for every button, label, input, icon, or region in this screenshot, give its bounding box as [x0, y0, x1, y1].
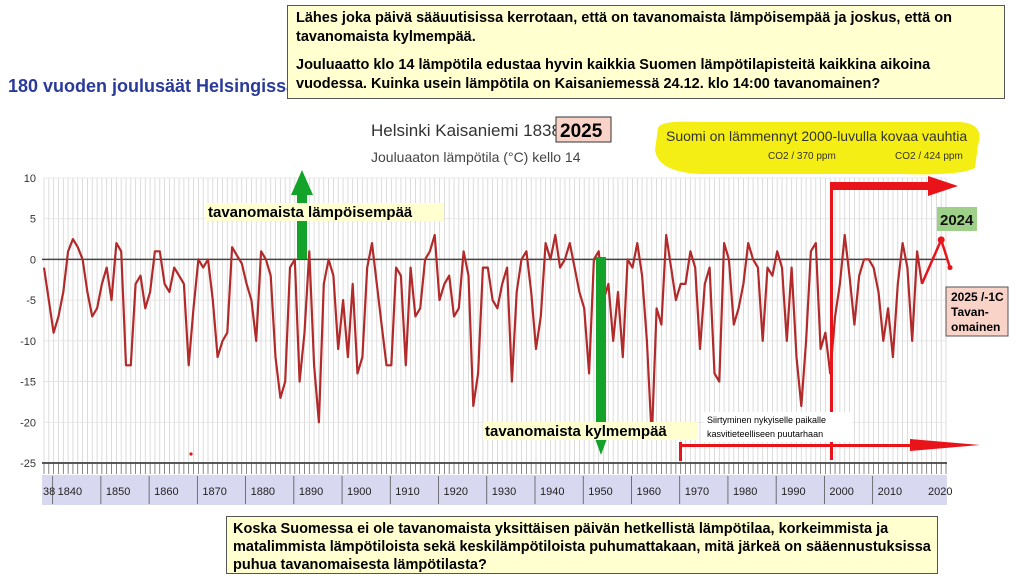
chart-title-prefix: Helsinki Kaisaniemi 1838-	[371, 121, 567, 140]
warm-label: tavanomaista lämpöisempää	[208, 204, 413, 221]
x-tick-label: 1980	[733, 486, 757, 498]
y-tick-label: 5	[30, 214, 36, 226]
x-tick-label: 2000	[829, 486, 853, 498]
x-tick-label: 1940	[540, 486, 564, 498]
year-2024-label: 2024	[940, 212, 974, 229]
chart-subtitle: Jouluaaton lämpötila (°C) kello 14	[371, 149, 581, 165]
x-tick-label-edge-left: 38	[43, 486, 55, 498]
question-text-box: Koska Suomessa ei ole tavanomaista yksit…	[226, 516, 938, 574]
cold-label-bg	[483, 422, 697, 440]
x-tick-label: 1890	[299, 486, 323, 498]
warming-highlight	[655, 121, 980, 175]
y-tick-label: -15	[20, 377, 36, 389]
stray-dot	[189, 452, 193, 456]
x-tick-label: 1920	[444, 486, 468, 498]
warm-arrow	[291, 170, 313, 259]
x-tick-label: 1930	[492, 486, 516, 498]
x-tick-label: 1840	[58, 486, 82, 498]
note-2025-line2: Tavan-	[951, 305, 989, 319]
side-title: 180 vuoden joulusäät Helsingissä	[8, 76, 297, 96]
y-tick-label: -20	[20, 417, 36, 429]
x-tick-label: 2010	[878, 486, 902, 498]
x-tick-label: 1990	[781, 486, 805, 498]
cold-label: tavanomaista kylmempää	[485, 423, 667, 440]
x-axis-band	[42, 475, 947, 505]
warming-red-arrow	[830, 176, 958, 460]
y-tick-label: 0	[30, 254, 36, 266]
point-2024	[937, 236, 945, 244]
y-axis-ticks: 10 5 0 -5 -10 -15 -20 -25	[20, 173, 36, 470]
intro-paragraph-1: Lähes joka päivä sääuutisissa kerrotaan,…	[296, 10, 952, 45]
co2-right-label: CO2 / 424 ppm	[895, 151, 963, 162]
note-2025-line1: 2025 /-1C	[951, 290, 1004, 304]
temperature-series-line	[42, 233, 923, 440]
relocation-label-line1: Siirtyminen nykyiselle paikalle	[707, 415, 826, 425]
x-axis-ticks: 1840 1850 1860 1870 1880 1890 1900 1910 1920 1930…	[43, 463, 952, 504]
relocation-label-bg	[704, 412, 852, 442]
y-tick-label: -25	[20, 458, 36, 470]
warm-label-bg	[206, 203, 444, 221]
note-2025-line3: omainen	[951, 320, 1000, 334]
y-tick-label: 10	[24, 173, 36, 185]
x-tick-label: 1870	[202, 486, 226, 498]
warming-label: Suomi on lämmennyt 2000-luvulla kovaa va…	[666, 128, 967, 144]
x-tick-label: 1880	[251, 486, 275, 498]
x-tick-label: 1850	[106, 486, 130, 498]
chart-title-year: 2025	[560, 121, 603, 142]
x-tick-label: 1860	[154, 486, 178, 498]
title-year-box	[555, 116, 612, 143]
x-tick-label: 1960	[636, 486, 660, 498]
question-text: Koska Suomessa ei ole tavanomaista yksit…	[233, 521, 931, 573]
relocation-label-line2: kasvitieteelliseen puutarhaan	[707, 429, 823, 439]
point-2025	[947, 265, 953, 271]
x-tick-label: 1970	[685, 486, 709, 498]
intro-paragraph-2: Jouluaatto klo 14 lämpötila edustaa hyvi…	[296, 57, 931, 92]
relocation-red-arrow	[679, 439, 980, 461]
intro-text-box: Lähes joka päivä sääuutisissa kerrotaan,…	[287, 5, 1005, 99]
y-tick-label: -10	[20, 336, 36, 348]
x-tick-label: 1910	[395, 486, 419, 498]
co2-left-label: CO2 / 370 ppm	[768, 151, 836, 162]
x-tick-label: 1900	[347, 486, 371, 498]
x-tick-label: 1950	[588, 486, 612, 498]
note-2025-box	[945, 286, 1009, 337]
x-tick-label-edge-right: 2020	[928, 486, 952, 498]
y-tick-label: -5	[26, 295, 36, 307]
year-2024-badge	[937, 207, 977, 231]
